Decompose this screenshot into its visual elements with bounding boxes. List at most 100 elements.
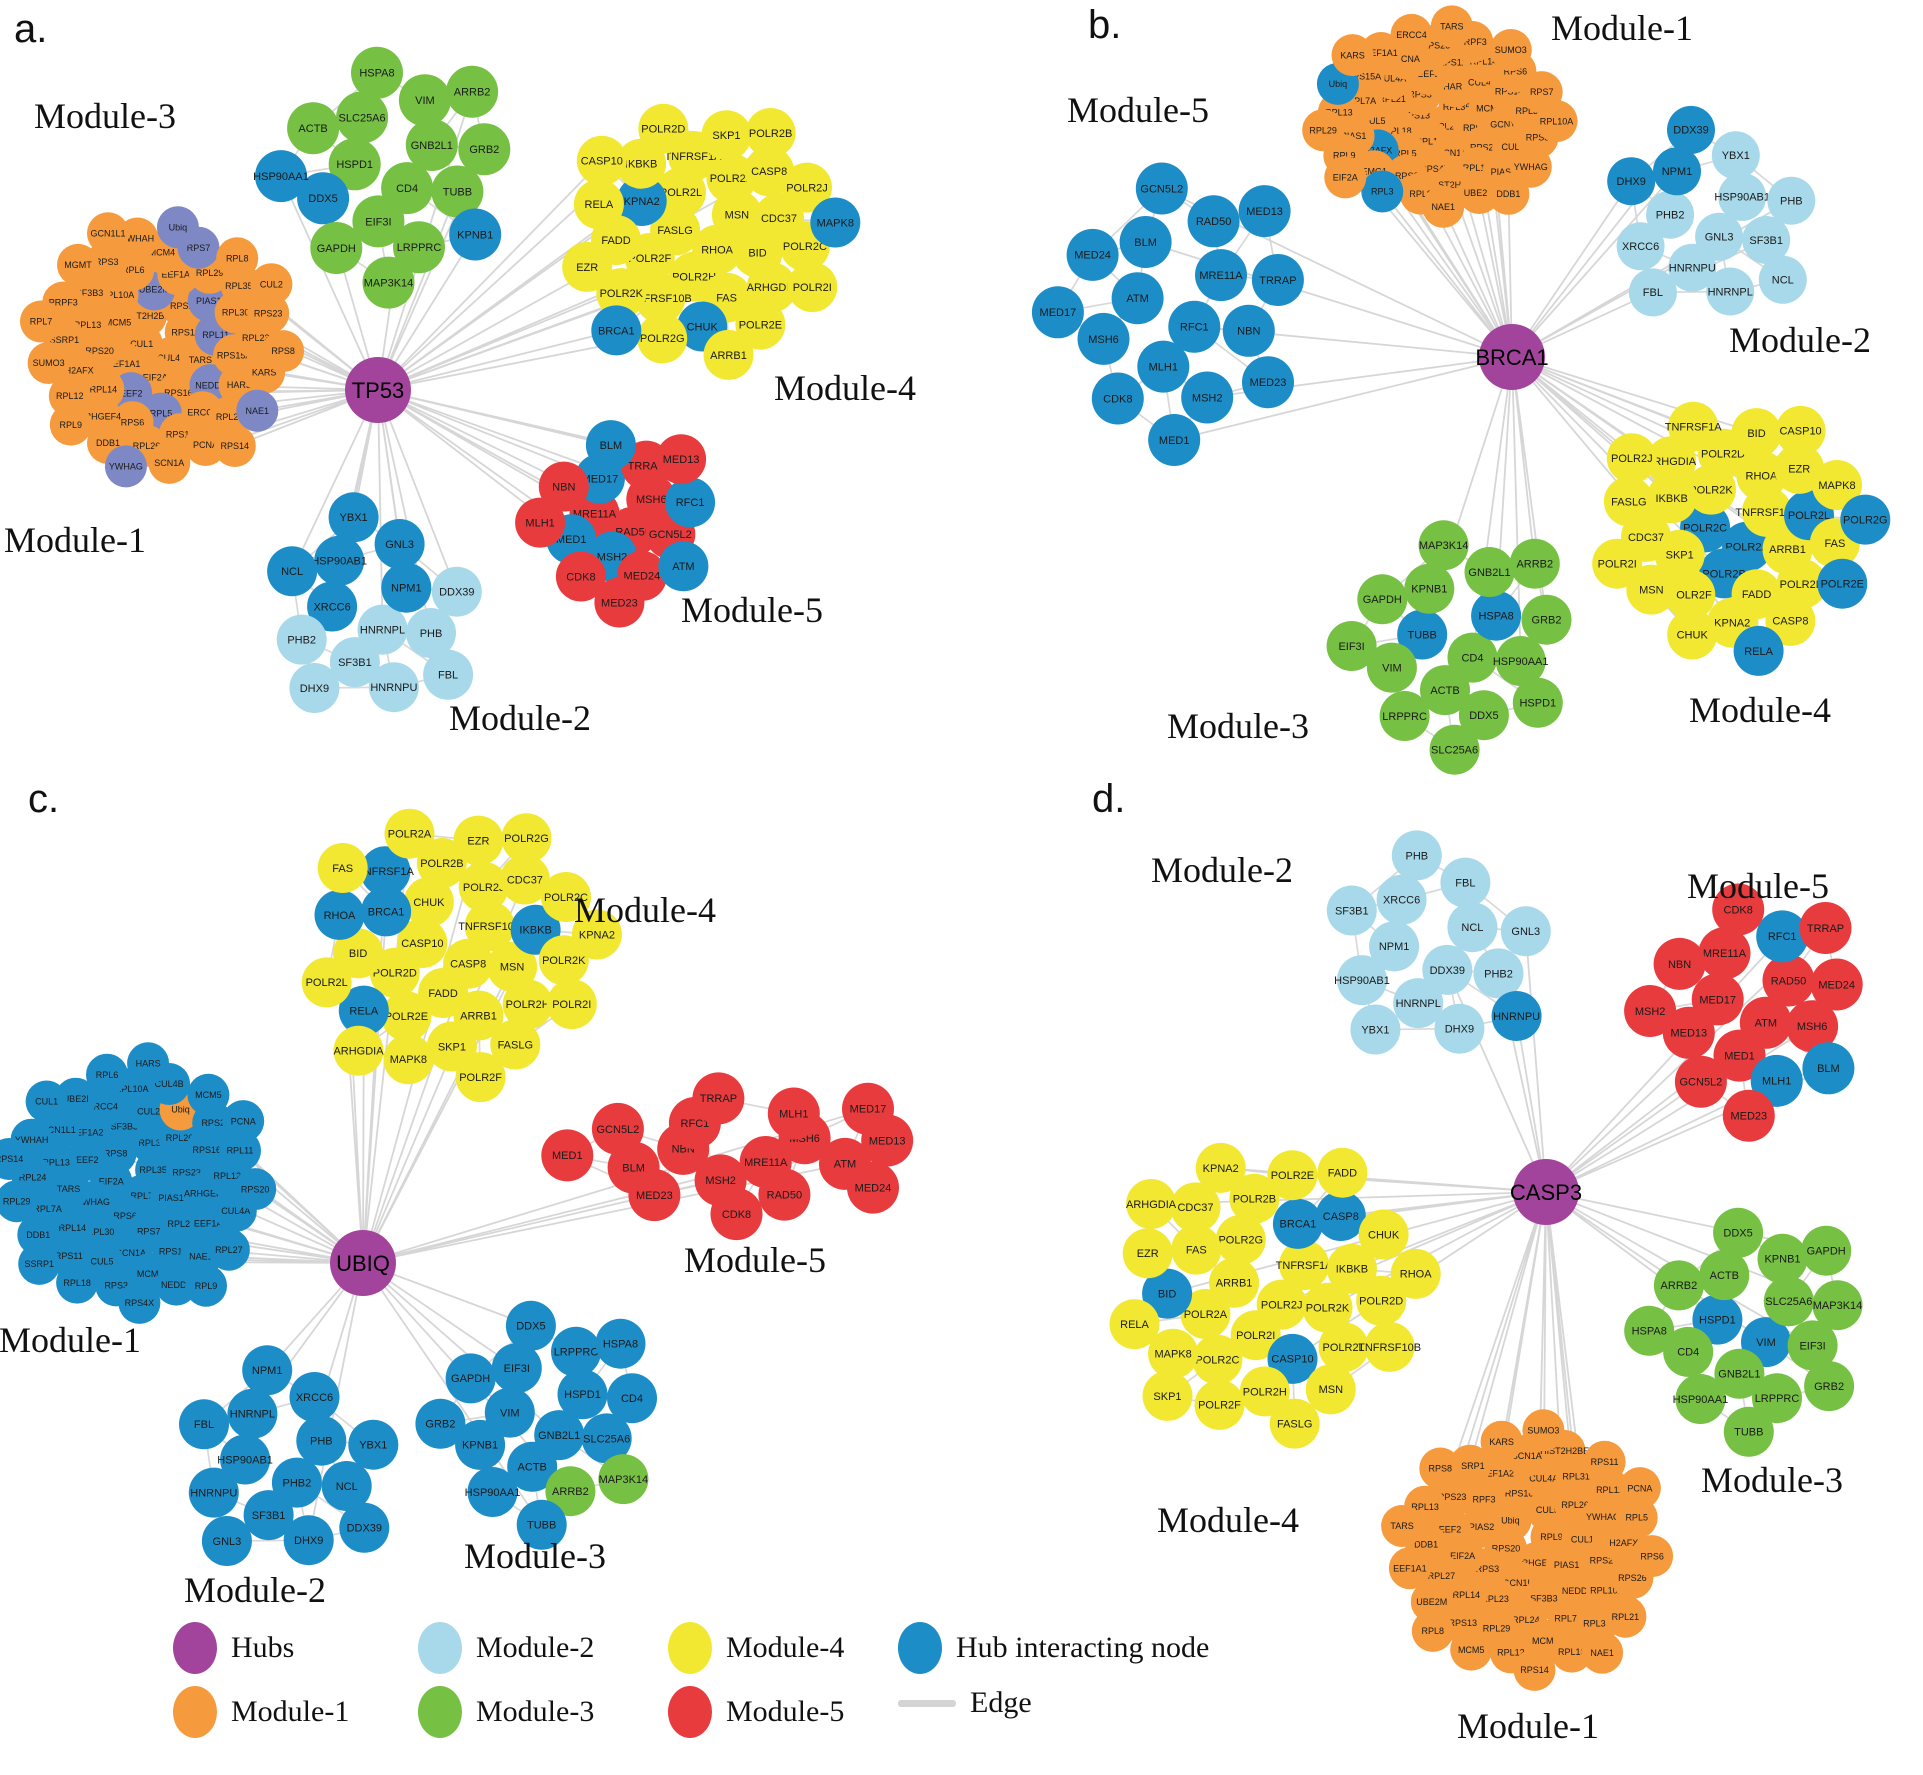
node-c-MED23[interactable]: [628, 1169, 681, 1222]
node-a-GNB2L1[interactable]: [405, 119, 458, 171]
node-c-POLR2H[interactable]: [502, 979, 553, 1030]
node-d-HNRNPU[interactable]: [1491, 991, 1542, 1041]
node-d-POLR2F[interactable]: [1194, 1379, 1245, 1430]
node-c-GNL3[interactable]: [201, 1516, 252, 1566]
node-d-MED23[interactable]: [1722, 1089, 1775, 1142]
node-b-RPL3[interactable]: [1361, 170, 1404, 213]
node-c-ARHGDIA[interactable]: [333, 1025, 384, 1076]
node-b-UBE2M[interactable]: [1458, 172, 1501, 214]
node-a-GCN1L1[interactable]: [87, 212, 129, 255]
node-c-RPS4X[interactable]: [118, 1281, 161, 1324]
node-a-MAP3K14[interactable]: [362, 256, 415, 309]
node-d-DDX39[interactable]: [1422, 944, 1473, 995]
node-b-ACTB[interactable]: [1420, 665, 1470, 716]
node-a-DDX39[interactable]: [431, 566, 482, 617]
node-c-HARS[interactable]: [127, 1042, 170, 1085]
node-c-GCN5L2[interactable]: [591, 1102, 644, 1155]
node-b-RHOA[interactable]: [1736, 450, 1787, 501]
node-b-POLR2G[interactable]: [1840, 494, 1891, 545]
node-b-HNRNPL[interactable]: [1706, 267, 1755, 316]
node-b-GCN5L2[interactable]: [1135, 162, 1188, 215]
node-d-TNFRSF1A[interactable]: [1279, 1240, 1330, 1291]
node-d-TUBB[interactable]: [1723, 1406, 1774, 1457]
node-c-YBX1[interactable]: [348, 1419, 399, 1470]
node-d-GAPDH[interactable]: [1801, 1225, 1852, 1276]
node-a-DHX9[interactable]: [289, 663, 340, 713]
node-a-RELA[interactable]: [573, 179, 624, 230]
node-b-TARS[interactable]: [1430, 5, 1473, 48]
node-a-POLR2E[interactable]: [735, 299, 786, 350]
node-d-RPS6[interactable]: [1631, 1535, 1674, 1578]
node-c-GRB2[interactable]: [415, 1398, 466, 1449]
node-d-POLR2K[interactable]: [1302, 1282, 1353, 1333]
node-b-MED13[interactable]: [1238, 185, 1291, 238]
node-a-VIM[interactable]: [398, 74, 451, 127]
node-d-PHB[interactable]: [1391, 830, 1442, 881]
node-c-TNFRSF10B[interactable]: [464, 901, 515, 952]
node-a-EIF3I[interactable]: [352, 195, 405, 248]
node-b-MSH2[interactable]: [1181, 371, 1234, 424]
node-b-MED1[interactable]: [1148, 414, 1201, 466]
node-d-GCN5L2[interactable]: [1674, 1055, 1727, 1108]
node-a-RPS14[interactable]: [213, 425, 256, 467]
node-a-HSPD1[interactable]: [328, 138, 381, 191]
node-b-EZR[interactable]: [1774, 443, 1825, 494]
node-d-RELA[interactable]: [1109, 1299, 1160, 1350]
node-b-VIM[interactable]: [1366, 642, 1417, 693]
node-a-MED13[interactable]: [656, 434, 707, 485]
node-b-DHX9[interactable]: [1607, 157, 1656, 206]
node-c-RHOA[interactable]: [314, 889, 365, 940]
node-d-EZR[interactable]: [1122, 1228, 1173, 1279]
node-a-POLR2A[interactable]: [706, 153, 757, 204]
node-b-POLR2E[interactable]: [1817, 558, 1868, 609]
node-a-POLR2G[interactable]: [637, 313, 688, 364]
hub-node-TP53[interactable]: [345, 357, 411, 423]
node-d-NCL[interactable]: [1447, 902, 1498, 953]
node-a-HNRNPU[interactable]: [368, 662, 419, 713]
node-d-RHOA[interactable]: [1390, 1248, 1441, 1299]
node-d-RPL8[interactable]: [1411, 1609, 1454, 1652]
node-d-TARS[interactable]: [1381, 1505, 1424, 1547]
node-d-POLR2G[interactable]: [1215, 1214, 1266, 1265]
node-d-BRCA1[interactable]: [1272, 1198, 1323, 1249]
node-a-BRCA1[interactable]: [591, 305, 642, 356]
node-b-HSP90AB1[interactable]: [1718, 172, 1767, 221]
node-b-POLR2I[interactable]: [1592, 538, 1643, 589]
node-b-MLH1[interactable]: [1137, 340, 1190, 393]
node-d-MSH2[interactable]: [1624, 985, 1677, 1037]
node-b-ATM[interactable]: [1111, 272, 1164, 325]
node-a-GRB2[interactable]: [458, 123, 511, 176]
node-b-DDX39[interactable]: [1667, 105, 1715, 154]
node-a-POLR2I[interactable]: [787, 262, 838, 313]
node-d-RPS8[interactable]: [1419, 1447, 1462, 1490]
node-c-EZR[interactable]: [453, 815, 504, 866]
node-c-FASLG[interactable]: [490, 1019, 541, 1070]
node-b-NAE1[interactable]: [1422, 185, 1465, 228]
node-a-FBL[interactable]: [423, 649, 474, 700]
node-c-DHX9[interactable]: [283, 1515, 334, 1566]
node-d-FAS[interactable]: [1171, 1224, 1222, 1275]
node-d-RPS11[interactable]: [1583, 1440, 1626, 1483]
node-d-LRPPRC[interactable]: [1752, 1373, 1802, 1424]
node-c-MAP3K14[interactable]: [598, 1454, 649, 1505]
node-c-EIF3I[interactable]: [491, 1343, 542, 1394]
node-d-MED13[interactable]: [1662, 1006, 1715, 1059]
node-c-TUBB[interactable]: [516, 1499, 567, 1550]
node-d-FADD[interactable]: [1317, 1147, 1368, 1198]
node-d-SLC25A6[interactable]: [1763, 1276, 1814, 1327]
node-d-CASP10[interactable]: [1267, 1333, 1318, 1384]
node-b-EIF2A[interactable]: [1324, 156, 1367, 199]
node-a-MED23[interactable]: [594, 577, 645, 628]
node-d-CD4[interactable]: [1663, 1326, 1714, 1377]
node-b-HSP90AA1[interactable]: [1495, 636, 1546, 686]
node-d-RAD50[interactable]: [1762, 954, 1815, 1007]
node-b-RPL10A[interactable]: [1535, 100, 1578, 143]
node-c-RAD50[interactable]: [758, 1168, 811, 1221]
node-a-MLH1[interactable]: [515, 497, 566, 548]
node-c-MAPK8[interactable]: [383, 1034, 434, 1085]
node-a-ARRB1[interactable]: [703, 329, 754, 380]
node-b-ARRB2[interactable]: [1509, 538, 1560, 589]
node-d-POLR2B[interactable]: [1229, 1173, 1280, 1224]
node-a-SUMO3[interactable]: [27, 342, 70, 384]
node-d-POLR2C[interactable]: [1192, 1334, 1243, 1385]
